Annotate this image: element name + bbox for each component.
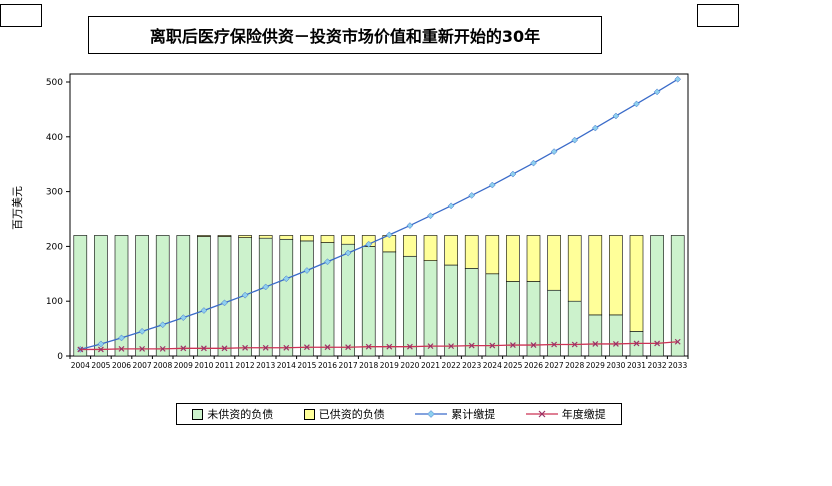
- legend-label-unfunded: 未供资的负债: [207, 408, 274, 421]
- svg-text:2023: 2023: [462, 361, 481, 370]
- svg-text:2025: 2025: [503, 361, 522, 370]
- legend-label-annual: 年度缴提: [561, 408, 606, 421]
- svg-text:2024: 2024: [483, 361, 502, 370]
- svg-text:2021: 2021: [421, 361, 440, 370]
- svg-text:2004: 2004: [71, 361, 90, 370]
- chart-plot-area[interactable]: 0 100 200 300 400 500 2004 2005 2006 2007 2008 2009…: [36, 60, 740, 396]
- y-axis-title: 百万美元: [11, 186, 24, 230]
- svg-text:2026: 2026: [524, 361, 543, 370]
- svg-text:2008: 2008: [153, 361, 172, 370]
- svg-text:2022: 2022: [442, 361, 461, 370]
- legend-item-unfunded[interactable]: 未供资的负债: [192, 406, 273, 422]
- svg-text:2014: 2014: [277, 361, 296, 370]
- svg-text:2020: 2020: [400, 361, 419, 370]
- textbox-top-left[interactable]: [0, 4, 42, 27]
- svg-text:2015: 2015: [297, 361, 316, 370]
- svg-text:2027: 2027: [545, 361, 564, 370]
- svg-text:2018: 2018: [359, 361, 378, 370]
- svg-text:2009: 2009: [174, 361, 193, 370]
- svg-text:0: 0: [57, 352, 63, 362]
- svg-text:400: 400: [46, 133, 63, 143]
- funded-swatch-icon: [303, 408, 315, 420]
- svg-text:2010: 2010: [194, 361, 213, 370]
- svg-text:2007: 2007: [133, 361, 152, 370]
- svg-text:2005: 2005: [91, 361, 110, 370]
- svg-text:2017: 2017: [339, 361, 358, 370]
- svg-text:2011: 2011: [215, 361, 234, 370]
- svg-text:2013: 2013: [256, 361, 275, 370]
- svg-text:100: 100: [46, 297, 63, 307]
- legend-label-funded: 已供资的负债: [318, 408, 385, 421]
- svg-text:300: 300: [46, 188, 63, 198]
- svg-text:2019: 2019: [380, 361, 399, 370]
- unfunded-swatch-icon: [192, 408, 204, 420]
- svg-text:2032: 2032: [648, 361, 667, 370]
- legend-item-funded[interactable]: 已供资的负债: [303, 406, 385, 422]
- svg-text:2029: 2029: [586, 361, 605, 370]
- legend-item-cumulative[interactable]: 累计缴提: [415, 406, 495, 422]
- svg-text:2031: 2031: [627, 361, 646, 370]
- svg-text:2006: 2006: [112, 361, 131, 370]
- svg-text:2030: 2030: [606, 361, 625, 370]
- textbox-top-right[interactable]: [697, 4, 739, 27]
- legend-label-cumulative: 累计缴提: [451, 408, 496, 421]
- legend-item-annual[interactable]: 年度缴提: [525, 406, 606, 422]
- svg-text:200: 200: [46, 242, 63, 252]
- chart-title[interactable]: 离职后医疗保险供资－投资市场价值和重新开始的30年: [88, 16, 602, 54]
- annual-line-icon: [525, 410, 558, 418]
- svg-text:2016: 2016: [318, 361, 337, 370]
- svg-text:2012: 2012: [236, 361, 255, 370]
- svg-text:500: 500: [46, 78, 63, 88]
- cumulative-line-icon: [415, 410, 448, 418]
- chart-legend[interactable]: 未供资的负债 已供资的负债 累计缴提 年度缴提: [176, 403, 622, 425]
- svg-text:2033: 2033: [668, 361, 687, 370]
- svg-text:2028: 2028: [565, 361, 584, 370]
